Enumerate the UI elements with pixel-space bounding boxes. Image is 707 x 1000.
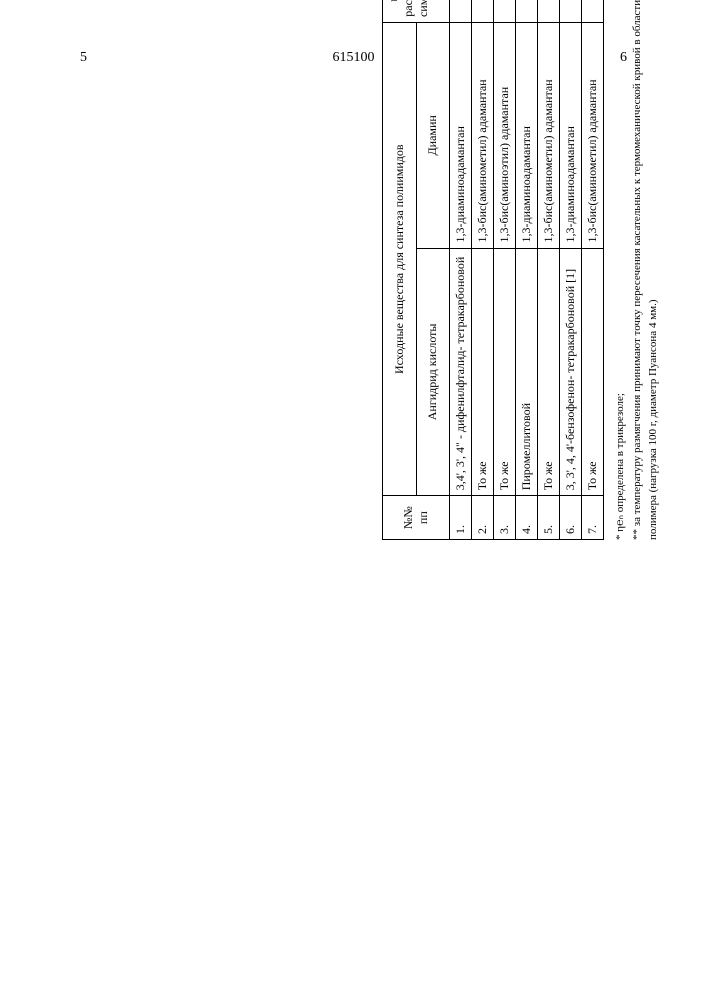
cell-eta: —	[516, 0, 538, 23]
footnote-1: * η℮ₙ определена в трикрезоле;	[612, 0, 629, 540]
col-header-eta: η℮ₙ 0,5 %-ного* раствора по- лимера в си…	[383, 0, 450, 23]
cell-anhydride: 3, 3', 4, 4'-бензофенон- тетракарбоновой…	[560, 248, 582, 496]
cell-diamine: 1,3-бис(аминоэтил) адамантан	[494, 23, 516, 248]
cell-anhydride: То же	[538, 248, 560, 496]
cell-diamine: 1,3-диаминоадамантан	[450, 23, 472, 248]
cell-num: 7.	[582, 496, 604, 540]
cell-num: 2.	[472, 496, 494, 540]
footnote-2: ** за температуру размягчения принимают …	[629, 0, 646, 540]
data-table: №№ пп Исходные вещества для синтеза поли…	[382, 0, 604, 540]
cell-eta: 0,28	[450, 0, 472, 23]
cell-anhydride: То же	[494, 248, 516, 496]
table-row: 1.3,4', 3', 4" - дифенилфталид- тетракар…	[450, 0, 472, 540]
cell-anhydride: То же	[582, 248, 604, 496]
cell-eta: —	[538, 0, 560, 23]
cell-diamine: 1,3-бис(аминометил) адамантан	[538, 23, 560, 248]
cell-eta: —	[582, 0, 604, 23]
cell-diamine: 1,3-бис(аминометил) адамантан	[582, 23, 604, 248]
rotated-table-container: Таблица 1. №№ пп Исходные вещества для с…	[360, 0, 662, 540]
col-header-diamine: Диамин	[416, 23, 450, 248]
footnotes: * η℮ₙ определена в трикрезоле; ** за тем…	[612, 0, 662, 540]
cell-diamine: 1,3-диаминоадамантан	[560, 23, 582, 248]
page-number-left: 5	[80, 50, 87, 66]
table-caption: Таблица 1.	[360, 0, 376, 540]
table-row: 2.То же1,3-бис(аминометил) адамантан0,73…	[472, 0, 494, 540]
cell-num: 5.	[538, 496, 560, 540]
table-row: 4.Пиромеллитовой1,3-диаминоадамантан—400…	[516, 0, 538, 540]
cell-eta: —	[560, 0, 582, 23]
table-row: 6.3, 3', 4, 4'-бензофенон- тетракарбонов…	[560, 0, 582, 540]
table-row: 3.То же1,3-бис(аминоэтил) адамантан0,384…	[494, 0, 516, 540]
cell-eta: 0,38	[494, 0, 516, 23]
col-header-anhydride: Ангидрид кислоты	[416, 248, 450, 496]
col-header-group: Исходные вещества для синтеза полиимидов	[383, 23, 417, 496]
footnote-3: полимера (нагрузка 100 г, диаметр Пуансо…	[645, 0, 662, 540]
cell-num: 3.	[494, 496, 516, 540]
cell-anhydride: То же	[472, 248, 494, 496]
cell-anhydride: 3,4', 3', 4" - дифенилфталид- тетракарбо…	[450, 248, 472, 496]
cell-num: 6.	[560, 496, 582, 540]
col-header-num: №№ пп	[383, 496, 450, 540]
cell-num: 4.	[516, 496, 538, 540]
table-body: 1.3,4', 3', 4" - дифенилфталид- тетракар…	[450, 0, 604, 540]
table-row: 5.То же1,3-бис(аминометил) адамантан—390…	[538, 0, 560, 540]
table-row: 7.То же1,3-бис(аминометил) адамантан—370…	[582, 0, 604, 540]
cell-anhydride: Пиромеллитовой	[516, 248, 538, 496]
cell-num: 1.	[450, 496, 472, 540]
cell-eta: 0,73	[472, 0, 494, 23]
cell-diamine: 1,3-диаминоадамантан	[516, 23, 538, 248]
cell-diamine: 1,3-бис(аминометил) адамантан	[472, 23, 494, 248]
